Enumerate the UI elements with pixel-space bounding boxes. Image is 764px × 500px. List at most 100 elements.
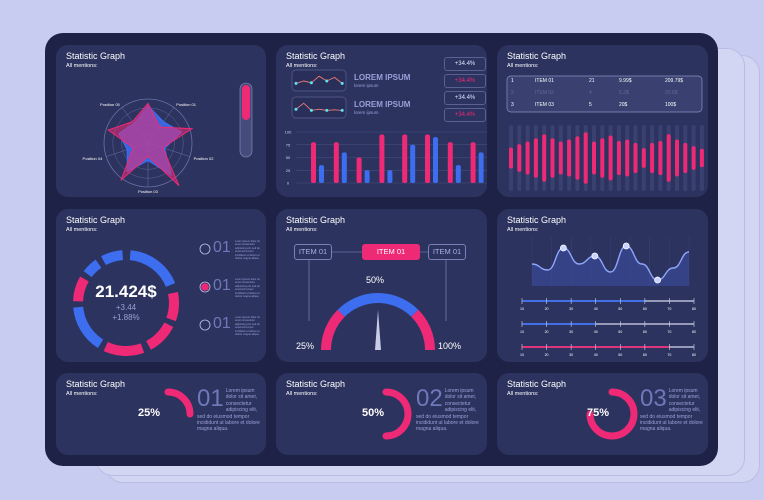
radio-button[interactable] <box>199 281 211 293</box>
option-number: 01 <box>213 239 231 256</box>
gauge-item-tag[interactable]: ITEM 01 <box>294 244 332 260</box>
percent-badge: +34.4% <box>444 91 486 105</box>
gauge-item-tag[interactable]: ITEM 01 <box>362 244 420 260</box>
table-cell: 100$ <box>665 102 677 108</box>
wave-bar <box>699 148 704 168</box>
radar-axis-label: Position 04 <box>83 156 104 161</box>
progress-arc <box>382 388 412 440</box>
donut-percent: +1.88% <box>112 313 140 322</box>
option-text: Lorem ipsum dolor sit amet consectetur a… <box>235 316 260 337</box>
progress-text: Lorem ipsum dolor sit amet, consectetur … <box>416 388 479 433</box>
slider-tick-label: 20 <box>545 330 549 334</box>
slider-tick-label: 10 <box>520 330 524 334</box>
kpi-subtitle: lorem ipsum <box>354 110 379 115</box>
gauge-left-label: 25% <box>296 341 315 351</box>
card-subtitle: All mentions: <box>507 63 539 69</box>
donut-segment <box>73 306 104 348</box>
gauge-item-tag[interactable]: ITEM 01 <box>428 244 466 260</box>
bar <box>433 137 438 183</box>
card-graphic <box>73 243 211 356</box>
wave-bar <box>691 146 696 170</box>
bar <box>402 134 408 183</box>
radio-button[interactable] <box>199 319 211 331</box>
gauge-needle <box>375 310 381 350</box>
card-graphic <box>164 388 194 418</box>
kpi-subtitle: lorem ipsum <box>354 83 379 88</box>
bar <box>447 142 453 183</box>
line-marker <box>622 242 630 250</box>
progress-percent: 75% <box>586 407 610 419</box>
sparkline-point <box>294 81 298 85</box>
y-tick-label: 75 <box>286 142 291 147</box>
radar-axis-label: Position 02 <box>194 156 215 161</box>
gauge-segment-mid <box>337 293 419 317</box>
radar-axis-label: Position 01 <box>176 102 197 107</box>
wave-bar <box>533 138 538 178</box>
y-tick-label: 50 <box>286 155 291 160</box>
donut-segment <box>101 250 124 266</box>
wave-bar <box>608 135 613 181</box>
slider-tick-label: 50 <box>618 330 622 334</box>
card-graphic <box>506 75 704 191</box>
table-cell: 2 <box>511 90 514 96</box>
wave-bar <box>641 148 646 168</box>
bar <box>311 142 316 183</box>
wave-bar <box>542 134 547 182</box>
table-cell: 20.8$ <box>665 90 678 96</box>
wave-bar <box>616 140 621 176</box>
slider-tick-label: 80 <box>692 307 696 311</box>
option-number: 01 <box>213 315 231 332</box>
progress-text: Lorem ipsum dolor sit amet, consectetur … <box>640 388 703 433</box>
radar-card: Statistic Graph All mentions: Position 01 P… <box>56 45 266 197</box>
wave-bar <box>675 139 679 177</box>
card-subtitle: All mentions: <box>507 227 539 233</box>
slider-tick-label: 10 <box>520 307 524 311</box>
card-subtitle: All mentions: <box>66 391 98 397</box>
bar <box>387 170 393 183</box>
percent-badge: +34.4% <box>444 108 486 122</box>
bar <box>410 144 416 183</box>
table-cell: 4 <box>589 90 592 96</box>
bar <box>379 134 385 183</box>
line-series <box>531 245 690 281</box>
table-cell: 209.79$ <box>665 78 684 84</box>
slider-tick-label: 70 <box>667 330 671 334</box>
donut-segment <box>73 276 89 302</box>
card-graphic <box>382 388 412 440</box>
progress-description: 01 Lorem ipsum dolor sit amet, consectetu… <box>197 387 261 433</box>
bar <box>356 157 362 183</box>
card-title: Statistic Graph <box>66 51 126 61</box>
card-graphic: 10 20 30 40 50 60 70 80 10 20 30 40 50 60 70 80 10 20 30 40… <box>520 237 696 357</box>
slider-tick-label: 50 <box>618 353 622 357</box>
radio-button[interactable] <box>199 243 211 255</box>
y-tick-label: 25 <box>286 168 291 173</box>
table-cell: ITEM 01 <box>535 78 554 84</box>
table <box>506 75 703 113</box>
gauge-mid-label: 50% <box>366 275 385 285</box>
slider-tick-label: 30 <box>569 330 573 334</box>
toggle-fill <box>242 85 250 120</box>
table-cell: ITEM 03 <box>535 102 554 108</box>
table-cell: ITEM 02 <box>535 90 554 96</box>
card-title: Statistic Graph <box>507 215 567 225</box>
sparkline-point <box>340 108 344 112</box>
sparkline <box>295 75 343 84</box>
wave-bar <box>567 139 572 177</box>
progress-arc <box>586 388 638 440</box>
table-cell: 21 <box>589 78 595 84</box>
slider-tick-label: 50 <box>618 307 622 311</box>
table-cell: 9.99$ <box>619 78 632 84</box>
donut-value: 21.424$ <box>95 282 157 301</box>
sparkline <box>295 102 343 111</box>
slider-tick-label: 20 <box>545 307 549 311</box>
sparkline-box <box>291 96 347 119</box>
wave-bar <box>583 132 588 184</box>
gauge-segment-left <box>321 309 345 351</box>
slider-tick-label: 80 <box>692 330 696 334</box>
percent-badge: +34.4% <box>444 74 486 88</box>
card-graphic: 100 75 50 25 0 <box>285 69 487 186</box>
table-cell: 5 <box>589 102 592 108</box>
progress-arc <box>164 388 194 418</box>
wave-bar <box>633 142 638 174</box>
sparkline-point <box>340 81 344 85</box>
